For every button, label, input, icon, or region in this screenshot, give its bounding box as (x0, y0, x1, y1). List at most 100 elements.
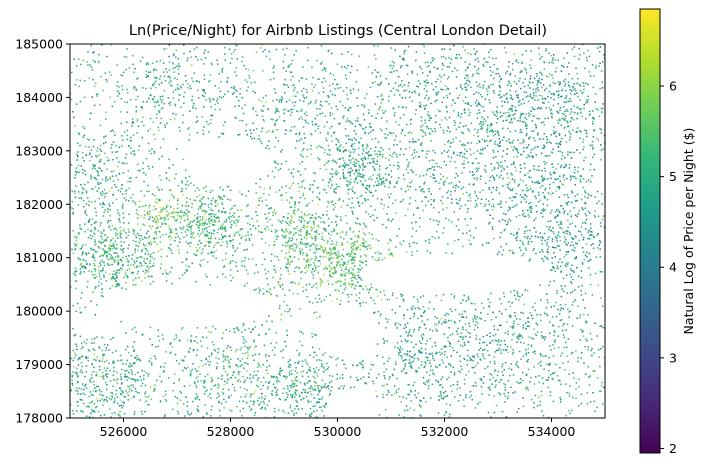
scatter-point (551, 59, 554, 61)
scatter-point (305, 234, 308, 237)
scatter-point (585, 180, 588, 183)
scatter-point (280, 101, 283, 103)
scatter-point (216, 203, 219, 205)
scatter-point (186, 251, 189, 254)
scatter-point (242, 56, 244, 58)
scatter-point (300, 392, 303, 394)
scatter-point (140, 379, 143, 381)
scatter-point (247, 348, 250, 351)
scatter-point (591, 156, 594, 158)
scatter-point (541, 86, 543, 89)
scatter-point (187, 217, 189, 220)
scatter-point (392, 132, 395, 134)
scatter-point (111, 256, 114, 258)
scatter-point (574, 90, 577, 92)
scatter-point (328, 154, 331, 156)
scatter-point (441, 101, 443, 103)
scatter-point (333, 230, 335, 232)
scatter-point (569, 175, 572, 177)
scatter-point (264, 49, 266, 51)
scatter-point (239, 228, 242, 231)
scatter-point (527, 172, 529, 174)
scatter-point (533, 147, 535, 150)
scatter-point (561, 89, 563, 92)
scatter-point (325, 67, 327, 69)
scatter-point (183, 211, 186, 214)
scatter-point (443, 227, 445, 229)
scatter-point (327, 202, 330, 205)
scatter-point (378, 176, 381, 179)
scatter-point (156, 379, 158, 382)
scatter-point (90, 177, 92, 180)
scatter-point (113, 276, 115, 278)
scatter-point (98, 272, 101, 275)
scatter-point (90, 237, 92, 240)
scatter-point (222, 393, 225, 395)
scatter-point (125, 153, 128, 156)
scatter-point (131, 254, 134, 256)
scatter-point (536, 211, 538, 213)
scatter-point (422, 305, 425, 308)
scatter-point (328, 264, 330, 267)
scatter-point (557, 163, 559, 165)
scatter-point (339, 255, 341, 257)
scatter-point (116, 151, 118, 153)
scatter-point (421, 200, 423, 203)
scatter-point (119, 232, 121, 234)
scatter-point (511, 174, 513, 176)
scatter-point (484, 165, 487, 167)
scatter-point (106, 179, 109, 181)
scatter-point (567, 81, 570, 83)
scatter-point (335, 271, 337, 273)
scatter-point (300, 277, 302, 280)
scatter-point (81, 342, 83, 345)
scatter-point (570, 108, 572, 110)
scatter-point (298, 118, 301, 120)
scatter-point (346, 222, 348, 225)
scatter-point (91, 218, 94, 220)
scatter-point (562, 207, 564, 210)
scatter-point (342, 173, 345, 176)
scatter-point (270, 375, 273, 377)
scatter-point (396, 144, 398, 146)
scatter-point (94, 264, 96, 267)
scatter-point (147, 98, 150, 100)
scatter-point (389, 154, 391, 157)
scatter-point (501, 100, 503, 103)
scatter-point (122, 405, 125, 407)
scatter-point (468, 230, 471, 232)
scatter-point (190, 372, 192, 375)
scatter-point (70, 164, 73, 166)
scatter-point (477, 197, 479, 200)
scatter-point (203, 245, 206, 247)
scatter-point (188, 226, 190, 228)
scatter-point (116, 274, 118, 277)
scatter-point (305, 289, 307, 291)
scatter-point (322, 386, 325, 388)
scatter-point (221, 69, 223, 71)
scatter-point (300, 138, 303, 140)
scatter-point (221, 71, 224, 73)
scatter-point (536, 75, 538, 77)
scatter-point (310, 144, 312, 147)
scatter-point (525, 91, 527, 94)
scatter-point (296, 225, 299, 228)
scatter-point (355, 120, 357, 122)
scatter-point (118, 404, 121, 407)
scatter-point (91, 273, 94, 276)
scatter-point (325, 403, 327, 406)
scatter-point (476, 205, 478, 207)
scatter-point (352, 259, 355, 261)
scatter-point (330, 262, 332, 265)
scatter-point (436, 330, 438, 332)
scatter-point (523, 150, 525, 153)
scatter-point (369, 191, 372, 194)
scatter-point (211, 189, 214, 192)
scatter-point (147, 236, 150, 239)
scatter-point (541, 78, 543, 81)
scatter-point (506, 98, 508, 101)
scatter-point (131, 125, 133, 127)
scatter-point (330, 243, 332, 245)
scatter-point (170, 189, 173, 192)
scatter-point (563, 212, 565, 214)
